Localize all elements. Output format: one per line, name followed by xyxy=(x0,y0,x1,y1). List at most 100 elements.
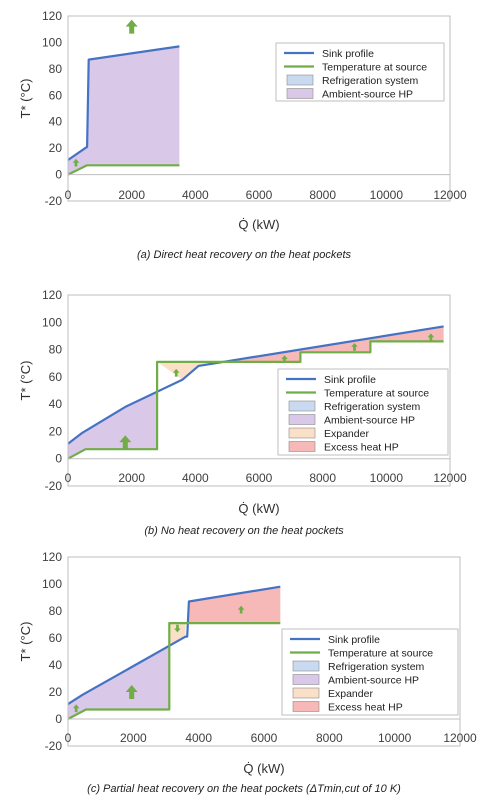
y-tick-label: 60 xyxy=(49,631,63,645)
y-axis-label: T* (°C) xyxy=(18,79,33,119)
y-tick-label: 20 xyxy=(49,141,63,155)
x-axis-label: Q̇ (kW) xyxy=(238,217,279,232)
series-sink-profile xyxy=(67,45,180,161)
legend-entry: Excess heat HP xyxy=(328,702,403,714)
legend-entry: Expander xyxy=(324,428,369,440)
legend-box xyxy=(281,628,459,716)
region-expander xyxy=(157,361,231,380)
x-tick-label: 2000 xyxy=(120,731,147,745)
figure-caption: (b) No heat recovery on the heat pockets xyxy=(144,525,344,537)
y-tick-label: 80 xyxy=(49,62,63,76)
legend-box xyxy=(277,368,449,456)
y-tick-label: -20 xyxy=(45,739,63,753)
y-tick-label: 80 xyxy=(49,343,63,357)
x-tick-label: 12000 xyxy=(433,471,467,485)
y-tick-label: 100 xyxy=(42,577,62,591)
y-tick-label: 20 xyxy=(49,685,63,699)
region-ambient-source-hp xyxy=(68,391,158,459)
legend-entry: Sink profile xyxy=(322,48,374,60)
x-tick-label: 0 xyxy=(65,471,72,485)
x-axis-label: Q̇ (kW) xyxy=(243,761,284,776)
y-tick-label: 120 xyxy=(42,550,62,564)
x-tick-label: 0 xyxy=(65,731,72,745)
legend-swatch xyxy=(288,441,316,452)
plot-area xyxy=(67,15,451,202)
legend-entry: Sink profile xyxy=(328,634,380,646)
x-tick-label: 8000 xyxy=(309,471,336,485)
x-tick-label: 10000 xyxy=(370,471,404,485)
y-tick-label: 40 xyxy=(49,397,63,411)
legend-swatch xyxy=(286,74,314,86)
legend-entry: Ambient-source HP xyxy=(324,415,415,427)
legend-swatch xyxy=(286,88,314,99)
x-axis-label: Q̇ (kW) xyxy=(238,501,279,516)
x-tick-label: 6000 xyxy=(246,471,273,485)
up-arrow-icon xyxy=(172,368,180,377)
figure-caption: (a) Direct heat recovery on the heat poc… xyxy=(137,249,351,261)
region-excess-heat-hp xyxy=(187,586,281,624)
y-tick-label: 0 xyxy=(55,452,62,466)
region-ambient-source-hp xyxy=(68,646,170,719)
series-sink-profile xyxy=(67,325,444,445)
up-arrow-icon xyxy=(237,605,245,614)
x-tick-label: 12000 xyxy=(433,188,467,202)
y-tick-label: 40 xyxy=(49,115,63,129)
legend-entry: Refrigeration system xyxy=(328,661,425,673)
y-tick-label: 100 xyxy=(42,315,62,329)
figure-caption: (c) Partial heat recovery on the heat po… xyxy=(87,783,401,795)
x-tick-label: 10000 xyxy=(370,188,404,202)
legend-entry: Refrigeration system xyxy=(322,75,419,87)
x-tick-label: 2000 xyxy=(118,188,145,202)
region-ambient-source-hp xyxy=(68,46,180,175)
legend-entry: Temperature at source xyxy=(328,648,433,660)
x-tick-label: 12000 xyxy=(443,731,477,745)
y-axis-label: T* (°C) xyxy=(18,361,33,401)
x-tick-label: 8000 xyxy=(316,731,343,745)
series-temperature-at-source xyxy=(67,340,444,460)
legend-swatch xyxy=(292,687,320,699)
legend: Sink profile Temperature at sourceRefrige… xyxy=(277,368,449,456)
x-tick-label: 4000 xyxy=(185,731,212,745)
y-tick-label: 100 xyxy=(42,35,62,49)
x-tick-label: 10000 xyxy=(378,731,412,745)
up-arrow-icon xyxy=(174,624,181,633)
region-expander xyxy=(169,623,186,647)
legend-entry: Sink profile xyxy=(324,374,376,386)
y-axis-label: T* (°C) xyxy=(18,622,33,662)
legend-entry: Excess heat HP xyxy=(324,442,399,454)
x-tick-label: 6000 xyxy=(246,188,273,202)
legend-swatch xyxy=(292,674,320,685)
plot-area xyxy=(67,294,451,487)
plot-area xyxy=(67,556,461,747)
up-arrow-icon xyxy=(125,685,138,699)
y-tick-label: 120 xyxy=(42,288,62,302)
y-tick-label: 60 xyxy=(49,370,63,384)
legend-swatch xyxy=(288,414,316,425)
series-temperature-at-source xyxy=(67,622,281,720)
up-arrow-icon xyxy=(119,435,132,450)
legend-swatch xyxy=(288,427,316,439)
legend: Sink profile Temperature at sourceRefrige… xyxy=(281,628,459,716)
x-tick-label: 8000 xyxy=(309,188,336,202)
legend-entry: Ambient-source HP xyxy=(328,675,419,687)
y-tick-label: 80 xyxy=(49,604,63,618)
x-tick-label: 4000 xyxy=(182,188,209,202)
series-sink-profile xyxy=(67,585,281,706)
y-tick-label: 40 xyxy=(49,658,63,672)
up-arrow-icon xyxy=(351,343,358,351)
x-tick-label: 4000 xyxy=(182,471,209,485)
legend-entry: Expander xyxy=(328,688,373,700)
legend: Sink profile Temperature at sourceRefrige… xyxy=(275,42,445,102)
legend-swatch xyxy=(288,400,316,412)
legend-entry: Refrigeration system xyxy=(324,401,421,413)
up-arrow-icon xyxy=(281,355,288,363)
legend-entry: Temperature at source xyxy=(322,62,427,74)
y-tick-label: -20 xyxy=(45,194,63,208)
legend-entry: Ambient-source HP xyxy=(322,89,413,101)
y-tick-label: 120 xyxy=(42,9,62,23)
y-tick-label: 0 xyxy=(55,712,62,726)
